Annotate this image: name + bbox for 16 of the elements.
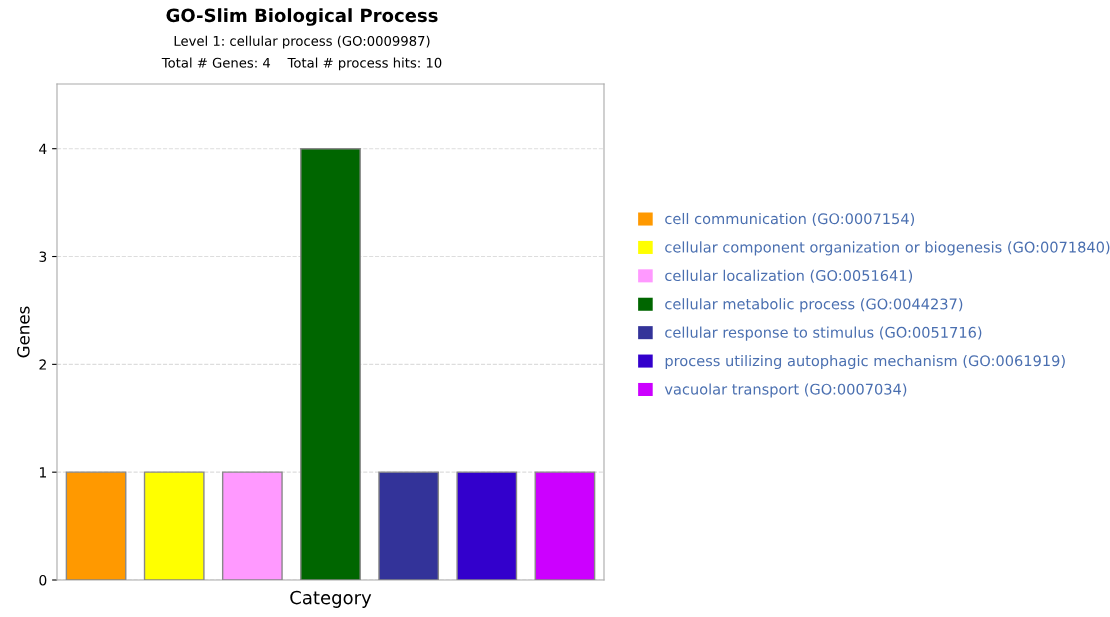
y-tick-label: 0 — [39, 574, 47, 586]
y-axis-title: Genes — [17, 306, 30, 358]
y-tick-label: 3 — [39, 251, 47, 262]
y-tick-label: 4 — [39, 143, 47, 154]
x-axis-title: Category — [290, 590, 372, 608]
y-tick-label: 1 — [39, 467, 46, 478]
legend-label: cell communication (GO:0007154) — [665, 212, 915, 226]
legend-label: process utilizing autophagic mechanism (GO:0061919) — [665, 354, 1065, 370]
legend-label: cellular metabolic process (GO:0044237) — [665, 298, 963, 313]
legend-label: cellular component organization or biogenesis (GO:0071840) — [665, 241, 1110, 256]
y-tick-label: 2 — [39, 359, 46, 370]
chart-title: GO-Slim Biological Process — [166, 8, 438, 26]
legend-label: vacuolar transport (GO:0007034) — [664, 383, 907, 398]
chart-subtitle: Level 1: cellular process (GO:0009987) Total # Genes: 4 Total # process hits: 10 — [161, 35, 442, 71]
legend-label: cellular localization (GO:0051641) — [665, 269, 913, 283]
legend-label: cellular response to stimulus (GO:0051716) — [665, 326, 982, 341]
